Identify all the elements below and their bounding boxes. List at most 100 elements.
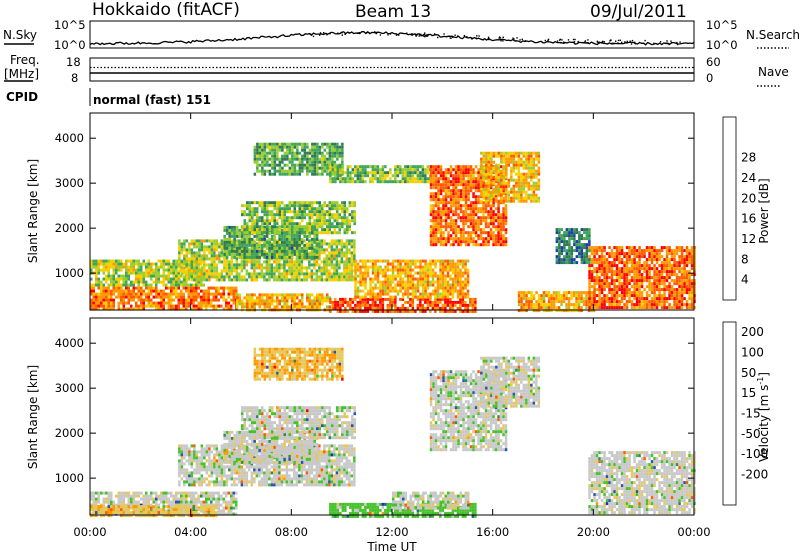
noise-search-point [525, 40, 526, 41]
power-cell [130, 290, 133, 293]
power-cell [653, 273, 656, 276]
power-cell [397, 168, 400, 171]
power-cell [261, 299, 264, 302]
power-cell [143, 260, 146, 263]
power-cell [601, 273, 604, 276]
noise-search-point [660, 41, 661, 42]
power-cell [316, 173, 319, 176]
noise-tick-right-bottom: 10^0 [706, 38, 738, 52]
power-cell [195, 299, 198, 302]
power-cell [241, 244, 244, 247]
power-cell [215, 287, 218, 290]
power-cell [308, 239, 311, 242]
power-cell [246, 302, 249, 305]
power-cell [686, 264, 689, 267]
power-cell [676, 261, 679, 264]
power-cell [100, 287, 103, 290]
power-cell [435, 180, 438, 183]
power-cell [100, 284, 103, 287]
noise-search-point [666, 43, 667, 44]
power-cell [467, 284, 470, 287]
power-cell [673, 261, 676, 264]
power-cell [462, 301, 465, 304]
power-cell [313, 238, 316, 241]
power-cell [419, 165, 422, 168]
power-cell [150, 290, 153, 293]
power-cell [424, 281, 427, 284]
power-cell [631, 267, 634, 270]
power-cell [603, 258, 606, 261]
power-cell [303, 235, 306, 238]
power-cell [319, 152, 322, 155]
power-cell [575, 297, 578, 300]
power-cell [347, 304, 350, 307]
power-cell [603, 306, 606, 309]
power-cell [296, 155, 299, 158]
power-cell [525, 294, 528, 297]
power-cell [291, 266, 294, 269]
power-cell [353, 254, 356, 257]
power-cell [301, 216, 304, 219]
power-cell [251, 275, 254, 278]
power-cell [459, 260, 462, 263]
power-cell [641, 273, 644, 276]
power-cell [344, 213, 347, 216]
power-cell [311, 155, 314, 158]
radar-title: Hokkaido (fitACF) [92, 0, 240, 20]
power-cell [264, 305, 267, 308]
power-cell [163, 296, 166, 299]
power-cell [346, 239, 349, 242]
power-cell [249, 299, 252, 302]
power-cell [289, 158, 292, 161]
power-cell [646, 303, 649, 306]
power-cell [286, 231, 289, 234]
power-cell [626, 279, 629, 282]
power-cell [228, 244, 231, 247]
power-cell [653, 303, 656, 306]
power-cell [666, 246, 669, 249]
power-cell [434, 272, 437, 275]
power-cell [611, 288, 614, 291]
power-cell [173, 269, 176, 272]
power-cell [274, 164, 277, 167]
power-cell [276, 143, 279, 146]
noise-search-point [586, 42, 587, 43]
power-cell [281, 222, 284, 225]
power-cell [676, 264, 679, 267]
power-cell [598, 294, 601, 297]
power-cell [311, 149, 314, 152]
power-cell [331, 161, 334, 164]
power-cell [631, 258, 634, 261]
power-cell [269, 296, 272, 299]
power-cell [462, 275, 465, 278]
power-cell [296, 143, 299, 146]
power-cell [688, 306, 691, 309]
power-cell [658, 285, 661, 288]
power-cell [638, 270, 641, 273]
power-cell [387, 263, 390, 266]
power-cell [324, 161, 327, 164]
power-cell [338, 248, 341, 251]
power-cell [253, 272, 256, 275]
power-cell [158, 272, 161, 275]
power-cell [225, 305, 228, 308]
power-cell [435, 165, 438, 168]
power-cell [316, 146, 319, 149]
power-cell [402, 296, 405, 299]
power-cell [123, 281, 126, 284]
power-cell [246, 235, 249, 238]
power-cell [301, 167, 304, 170]
power-cell [223, 244, 226, 247]
power-cell [241, 241, 244, 244]
power-cell [462, 281, 465, 284]
power-cell [434, 301, 437, 304]
power-cell [316, 231, 319, 234]
power-cell [208, 239, 211, 242]
noise-search-point [560, 42, 561, 43]
power-cell [193, 302, 196, 305]
power-cell [181, 272, 184, 275]
power-cell [289, 201, 292, 204]
power-cell [336, 239, 339, 242]
power-cell [301, 299, 304, 302]
power-cell [440, 237, 443, 240]
